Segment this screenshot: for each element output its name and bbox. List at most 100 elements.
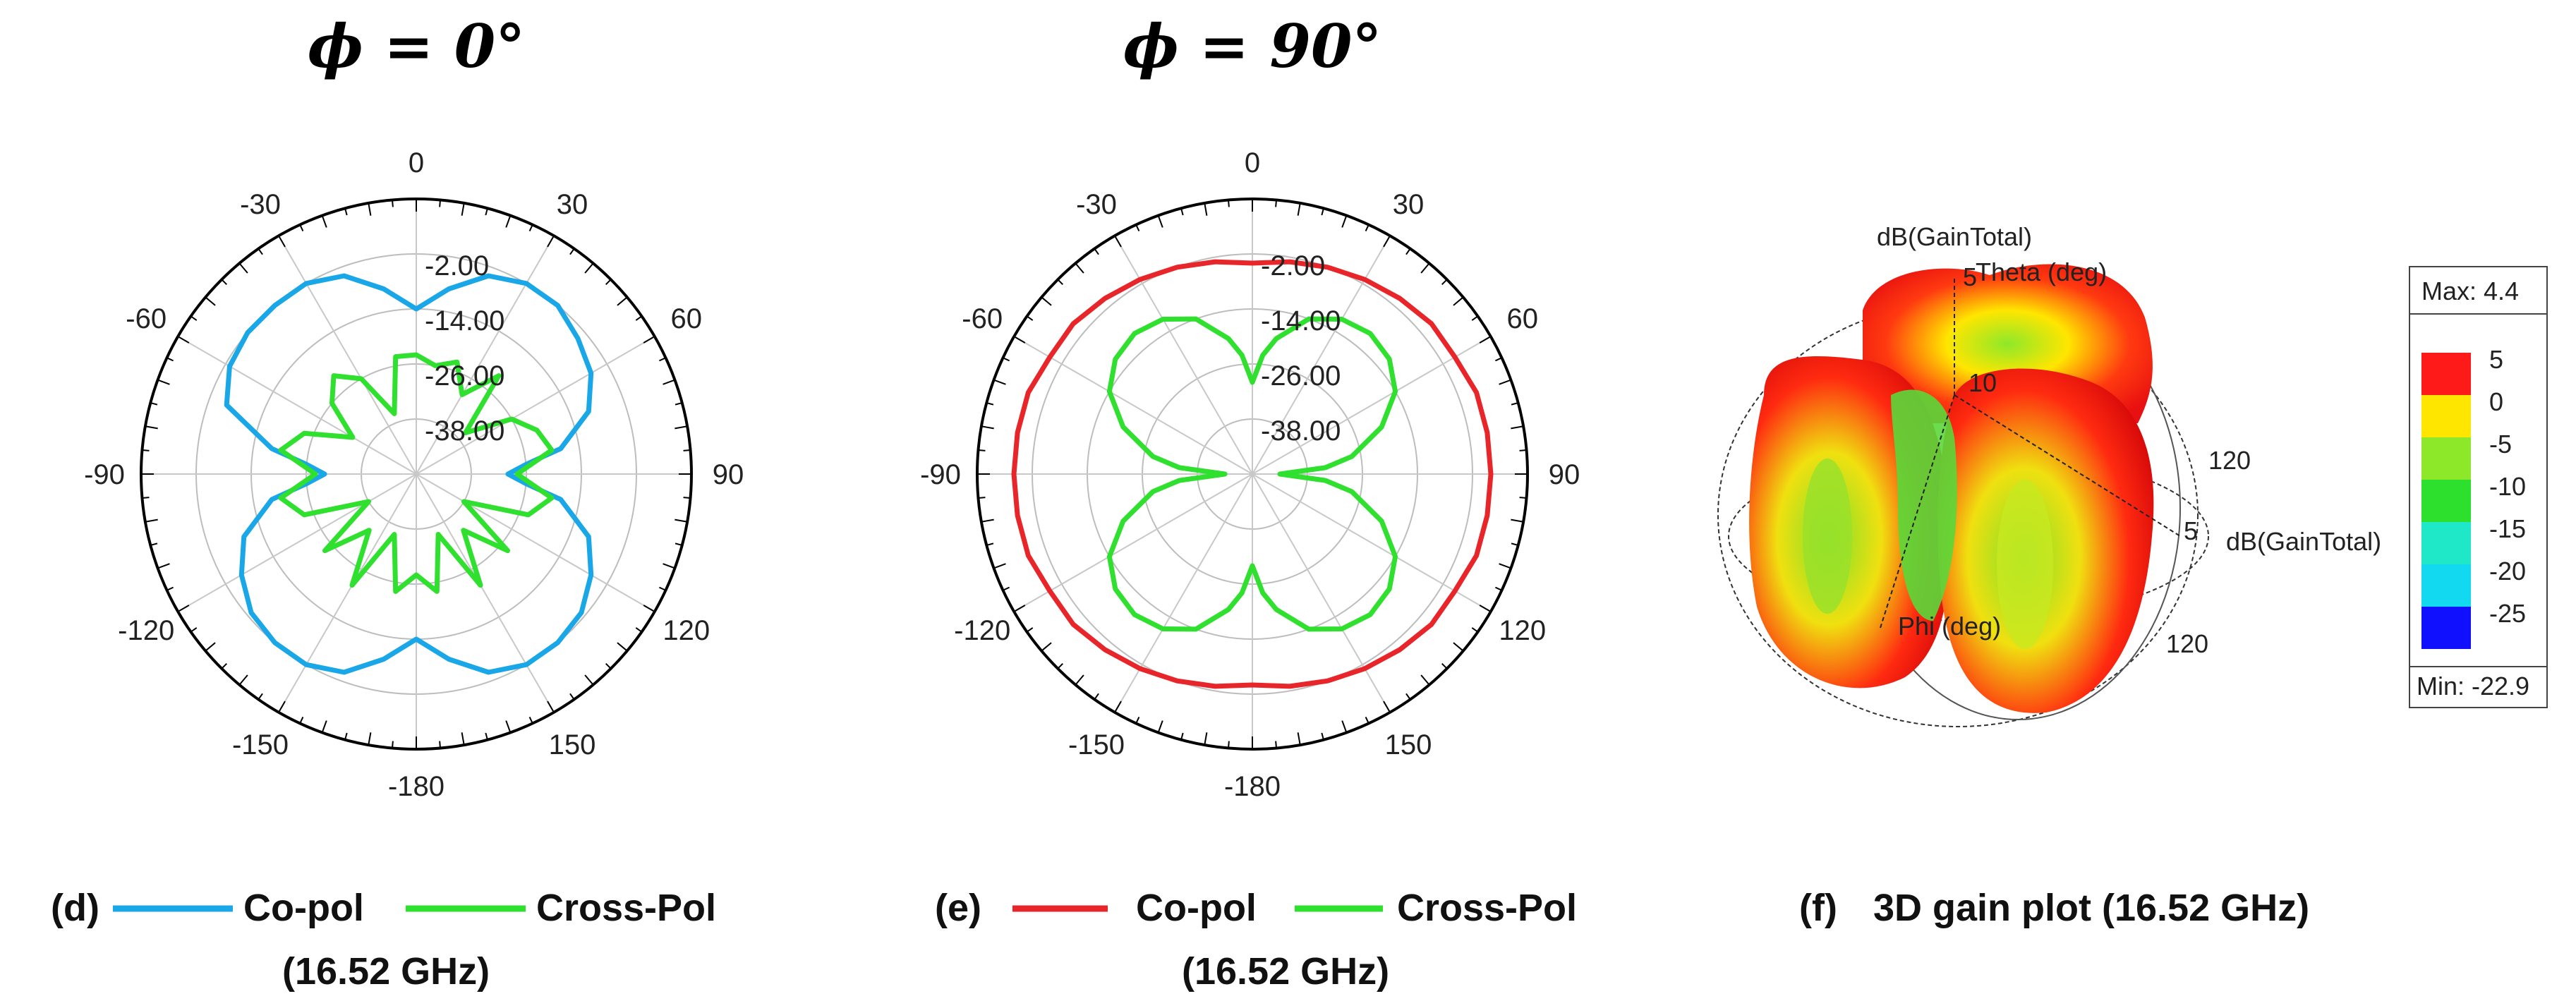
outer-tick — [981, 425, 994, 430]
outer-tick — [485, 732, 488, 740]
grid-spoke — [177, 336, 417, 475]
angle-tick-label: 150 — [1385, 729, 1432, 760]
outer-tick — [663, 563, 675, 569]
legend-d-copol-text: Co-pol — [243, 887, 364, 929]
angle-tick-label: 120 — [1499, 615, 1546, 646]
outer-tick — [485, 208, 488, 216]
grid-spoke — [416, 473, 555, 713]
outer-tick — [1383, 235, 1391, 248]
colorbar-levels: 5 0 -5 -10 -15 -20 -25 — [2421, 345, 2526, 649]
radial-tick-label: -38.00 — [425, 415, 504, 447]
outer-tick — [321, 720, 327, 733]
legend-d-crosspol-text: Cross-Pol — [536, 887, 716, 929]
outer-tick — [1057, 279, 1064, 286]
outer-tick — [1094, 693, 1099, 700]
caption-d-freq: (16.52 GHz) — [282, 950, 490, 993]
grid-spoke — [1252, 235, 1391, 475]
outer-tick — [1420, 262, 1430, 274]
outer-tick — [1003, 586, 1010, 591]
outer-tick — [547, 235, 555, 248]
outer-tick — [993, 563, 1006, 569]
outer-tick — [635, 315, 643, 321]
outer-tick — [1453, 296, 1464, 306]
outer-tick — [1228, 200, 1230, 207]
outer-tick — [299, 224, 304, 232]
grid-spoke — [1252, 473, 1492, 612]
outer-tick — [683, 449, 691, 451]
grid-spoke — [177, 473, 417, 612]
outer-tick — [461, 732, 465, 746]
caption-d-label: (d) — [51, 887, 99, 929]
outer-tick — [605, 662, 612, 669]
outer-tick — [1075, 262, 1084, 274]
caption-e: (e) Co-pol Cross-Pol (16.52 GHz) — [935, 887, 1577, 993]
outer-tick — [299, 716, 304, 724]
outer-tick — [675, 402, 682, 406]
colorbar-level-label: -25 — [2489, 599, 2526, 628]
outer-tick — [157, 563, 170, 569]
outer-tick — [617, 296, 628, 306]
colorbar-swatch — [2421, 564, 2471, 607]
radial-tick-label: -14.00 — [1261, 305, 1341, 336]
colorbar-min: Min: -22.9 — [2417, 672, 2529, 700]
outer-tick — [1114, 700, 1122, 713]
gain-axis-line — [1954, 394, 2181, 537]
angle-tick-label: 90 — [1549, 459, 1580, 490]
legend-e-crosspol-text: Cross-Pol — [1397, 887, 1577, 929]
angle-tick-label: 60 — [671, 303, 703, 334]
caption-e-freq: (16.52 GHz) — [1182, 950, 1389, 993]
outer-tick — [1297, 202, 1301, 216]
outer-tick — [157, 379, 170, 385]
colorbar-level-label: 0 — [2489, 387, 2503, 416]
outer-tick — [1479, 336, 1492, 344]
series-cross-pol — [278, 352, 555, 594]
angle-tick-label: -90 — [84, 459, 125, 490]
outer-tick — [1365, 224, 1369, 232]
angle-tick-label: 150 — [549, 729, 596, 760]
outer-tick — [278, 235, 286, 248]
outer-tick — [344, 208, 348, 216]
outer-tick — [1383, 700, 1391, 713]
angle-tick-label: -60 — [126, 303, 167, 334]
outer-tick — [1341, 720, 1348, 733]
outer-tick — [675, 425, 688, 430]
outer-tick — [1204, 202, 1208, 216]
angle-tick-label: -150 — [232, 729, 289, 760]
outer-tick — [258, 248, 263, 255]
outer-tick — [392, 741, 394, 748]
outer-tick — [167, 586, 174, 591]
outer-tick — [1075, 674, 1084, 686]
outer-tick — [1026, 315, 1034, 321]
angle-tick-label: -30 — [240, 189, 281, 220]
outer-tick — [1321, 208, 1324, 216]
polar-chart-d: -2.00 -14.00 -26.00 -38.00 0 30 60 90 120 150 -180… — [84, 147, 744, 802]
outer-tick — [505, 215, 512, 228]
outer-tick — [1494, 357, 1502, 362]
outer-tick — [344, 732, 348, 740]
title-d: ϕ = 0° — [308, 11, 525, 81]
colorbar-level-label: 5 — [2489, 345, 2503, 374]
tick-3d-bottom-120: 120 — [2166, 629, 2208, 658]
right-axis-label: dB(GainTotal) — [2226, 527, 2381, 556]
outer-tick — [1511, 542, 1518, 546]
angle-tick-label: 120 — [663, 615, 710, 646]
outer-tick — [1013, 605, 1026, 612]
grid-spoke — [278, 235, 417, 475]
outer-tick — [1013, 336, 1026, 344]
outer-tick — [569, 693, 575, 700]
colorbar-level-label: -15 — [2489, 514, 2526, 543]
angle-tick-label: 30 — [1393, 189, 1425, 220]
radial-tick-label: -2.00 — [425, 250, 489, 281]
outer-tick — [1511, 425, 1524, 430]
outer-tick — [1157, 720, 1163, 733]
outer-tick — [605, 279, 612, 286]
outer-tick — [584, 674, 594, 686]
outer-tick — [1114, 235, 1122, 248]
tick-3d-top: 5 — [1963, 262, 1977, 291]
outer-tick — [1494, 586, 1502, 591]
outer-tick — [205, 642, 216, 652]
outer-tick — [675, 542, 682, 546]
outer-tick — [1157, 215, 1163, 228]
outer-tick — [1003, 357, 1010, 362]
